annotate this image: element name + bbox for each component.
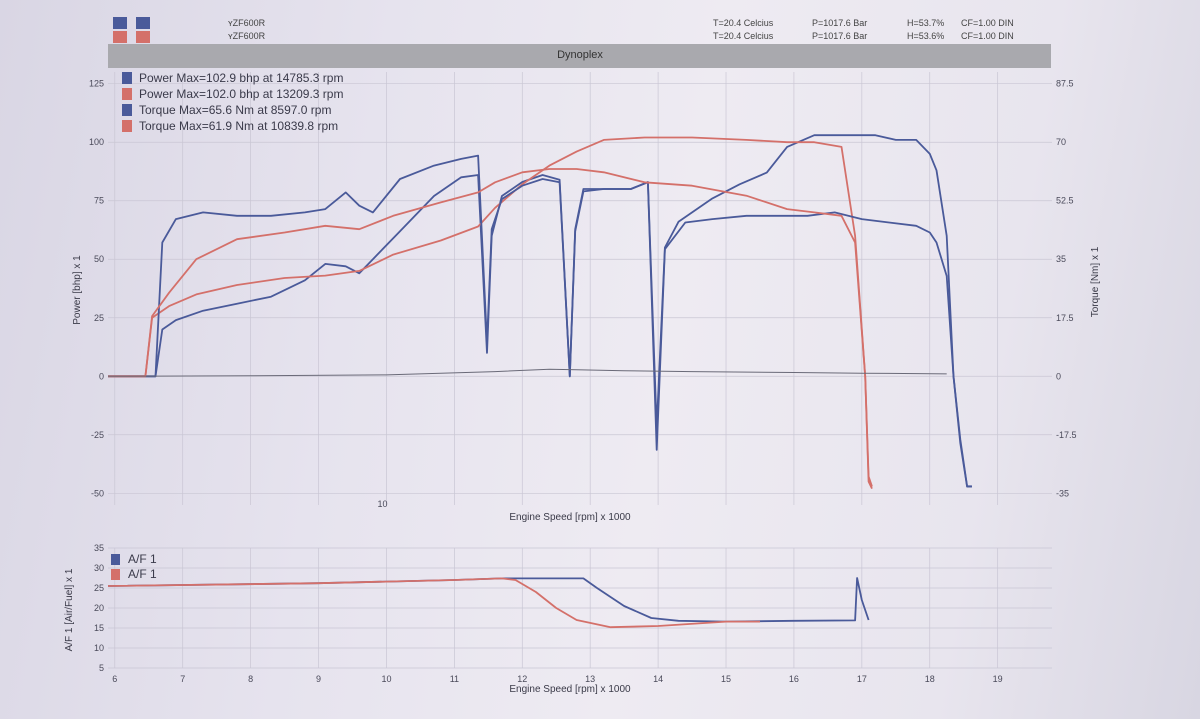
af-x-ticks: 6 7 8 9 10 11 12 13 14 15 16 17 18 19: [112, 674, 1002, 684]
af-y-tick: 15: [94, 623, 104, 633]
main-y-tick: -25: [91, 430, 104, 440]
af-xlabel: Engine Speed [rpm] x 1000: [509, 684, 631, 695]
main-y-tick: 25: [94, 313, 104, 323]
main-y2-tick: 70: [1056, 137, 1066, 147]
main-y-tick: 100: [89, 137, 104, 147]
run2-pressure: P=1017.6 Bar: [812, 31, 867, 41]
main-y2-tick: 87.5: [1056, 79, 1074, 89]
main-y2-tick: 52.5: [1056, 196, 1074, 206]
af-grid: [108, 547, 1052, 669]
legend-entry: Torque Max=61.9 Nm at 10839.8 rpm: [139, 119, 338, 133]
main-grid: [108, 72, 1052, 505]
af-x-tick: 8: [248, 674, 253, 684]
af-y-tick: 25: [94, 583, 104, 593]
af-legend: A/F 1A/F 1: [111, 552, 157, 581]
main-series-line-2: [108, 154, 972, 488]
af-ylabel: A/F 1 [Air/Fuel] x 1: [64, 568, 75, 651]
legend-swatch: [122, 88, 132, 100]
legend-swatch: [122, 72, 132, 84]
af-plot-lines: [107, 577, 870, 629]
af-x-tick: 10: [381, 674, 391, 684]
af-series-line-1: [107, 577, 760, 629]
main-y2label: Torque [Nm] x 1: [1090, 246, 1101, 317]
af-y-tick: 5: [99, 663, 104, 673]
main-y2-tick: 0: [1056, 371, 1061, 381]
main-plot-lines: [107, 134, 972, 489]
legend-entry: Torque Max=65.6 Nm at 8597.0 rpm: [139, 103, 331, 117]
af-x-tick: 14: [653, 674, 663, 684]
run1-name: ʏZF600R: [228, 18, 266, 28]
main-y2-tick: -35: [1056, 488, 1069, 498]
main-y-tick: -50: [91, 488, 104, 498]
af-x-tick: 18: [925, 674, 935, 684]
main-y-tick: 50: [94, 254, 104, 264]
af-y-tick: 35: [94, 543, 104, 553]
run1-cf: CF=1.00 DIN: [961, 18, 1014, 28]
af-x-tick: 17: [857, 674, 867, 684]
run2-swatch-a: [113, 31, 127, 43]
main-series-line-4: [107, 368, 947, 377]
af-x-tick: 19: [993, 674, 1003, 684]
af-x-tick: 13: [585, 674, 595, 684]
main-y-tick: 125: [89, 79, 104, 89]
main-y2-tick: 35: [1056, 254, 1066, 264]
run1-swatch-b: [136, 17, 150, 29]
legend-entry: Power Max=102.9 bhp at 14785.3 rpm: [139, 71, 343, 85]
main-x-tick: 10: [377, 499, 387, 509]
main-y-tick: 0: [99, 371, 104, 381]
af-legend-entry: A/F 1: [128, 567, 157, 581]
af-y-tick: 10: [94, 643, 104, 653]
main-ylabel: Power [bhp] x 1: [72, 255, 83, 325]
af-x-tick: 6: [112, 674, 117, 684]
af-x-tick: 11: [450, 674, 459, 684]
af-legend-swatch: [111, 569, 120, 580]
main-legend: Power Max=102.9 bhp at 14785.3 rpm Power …: [122, 71, 343, 133]
brand-bar: [108, 44, 1051, 68]
main-y-ticks: 125 100 75 50 25 0 -25 -50: [89, 79, 104, 499]
af-x-tick: 9: [316, 674, 321, 684]
run1-temp: T=20.4 Celcius: [713, 18, 774, 28]
af-legend-swatch: [111, 554, 120, 565]
brand-title: Dynoplex: [557, 49, 603, 61]
af-y-ticks: 35 30 25 20 15 10 5: [94, 543, 104, 673]
run1-swatch-a: [113, 17, 127, 29]
af-x-tick: 12: [517, 674, 527, 684]
run1-pressure: P=1017.6 Bar: [812, 18, 867, 28]
run2-temp: T=20.4 Celcius: [713, 31, 774, 41]
run2-name: ʏZF600R: [228, 31, 266, 41]
main-y2-tick: 17.5: [1056, 313, 1074, 323]
main-y-tick: 75: [94, 196, 104, 206]
main-y2-ticks: 87.5 70 52.5 35 17.5 0 -17.5 -35: [1056, 79, 1077, 499]
run2-cf: CF=1.00 DIN: [961, 31, 1014, 41]
run1-humidity: H=53.7%: [907, 18, 944, 28]
af-x-tick: 15: [721, 674, 731, 684]
legend-entry: Power Max=102.0 bhp at 13209.3 rpm: [139, 87, 343, 101]
legend-swatch: [122, 104, 132, 116]
af-legend-entry: A/F 1: [128, 552, 157, 566]
run2-swatch-b: [136, 31, 150, 43]
main-y2-tick: -17.5: [1056, 430, 1077, 440]
af-x-tick: 7: [180, 674, 185, 684]
af-y-tick: 20: [94, 603, 104, 613]
main-series-line-0: [108, 134, 972, 488]
main-x-ticks: 10: [377, 499, 387, 509]
run2-humidity: H=53.6%: [907, 31, 944, 41]
legend-swatch: [122, 120, 132, 132]
main-series-line-1: [108, 136, 873, 489]
main-xlabel: Engine Speed [rpm] x 1000: [509, 512, 631, 523]
af-x-tick: 16: [789, 674, 799, 684]
af-y-tick: 30: [94, 563, 104, 573]
main-series-line-3: [108, 168, 873, 487]
